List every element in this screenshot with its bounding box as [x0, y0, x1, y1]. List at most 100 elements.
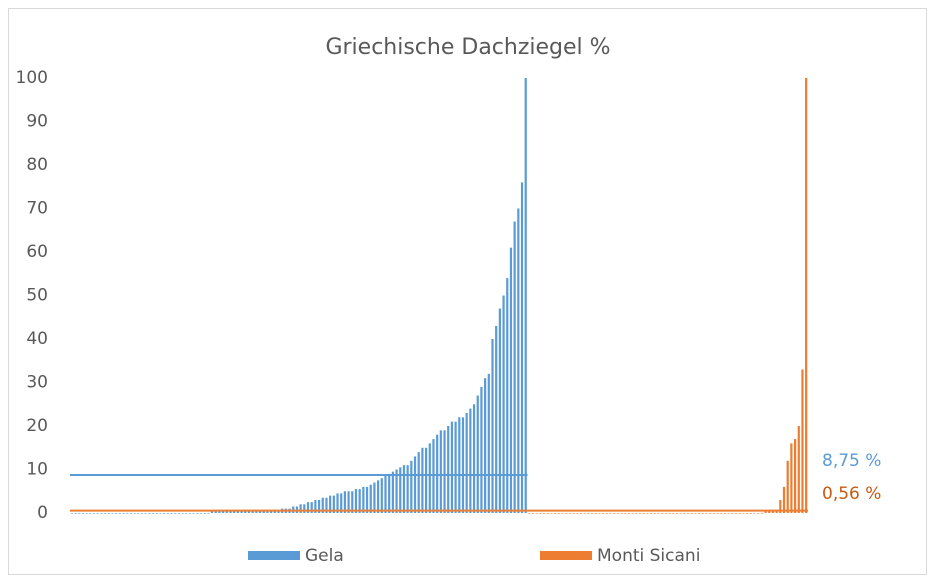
bar: [591, 513, 594, 514]
bar: [85, 513, 88, 514]
bar: [365, 486, 369, 513]
bar: [520, 182, 524, 513]
bar: [627, 513, 631, 514]
bar: [310, 502, 313, 513]
bar: [786, 460, 789, 513]
bar: [554, 513, 557, 514]
bar: [174, 513, 177, 514]
bar: [480, 386, 483, 513]
bar: [89, 513, 92, 514]
bar: [727, 513, 730, 514]
bar: [362, 486, 365, 513]
bar: [694, 513, 697, 514]
bar: [413, 456, 417, 513]
bar: [668, 513, 671, 514]
bar: [277, 511, 280, 513]
bar: [572, 513, 575, 514]
bar: [402, 465, 406, 513]
y-tick-label: 10: [26, 460, 48, 480]
bar: [672, 513, 675, 514]
bar: [472, 404, 476, 513]
bar: [657, 513, 660, 514]
bar: [469, 408, 472, 513]
bar: [406, 465, 409, 513]
bar: [749, 513, 752, 514]
bar: [155, 513, 158, 514]
bar: [650, 513, 653, 514]
bar: [399, 467, 402, 513]
bar: [266, 511, 269, 513]
bar: [690, 513, 693, 514]
bar: [764, 510, 767, 513]
bar: [546, 513, 549, 514]
bar: [214, 511, 217, 513]
bar: [140, 513, 144, 514]
bar: [631, 513, 634, 514]
bar: [624, 513, 627, 514]
bar: [458, 417, 461, 513]
bar: [336, 493, 339, 513]
bar: [742, 513, 745, 514]
bar: [616, 513, 620, 514]
bar: [705, 513, 708, 514]
bar: [620, 513, 623, 514]
bar: [273, 511, 276, 513]
bar: [609, 513, 612, 514]
bar: [646, 513, 649, 514]
bar: [107, 513, 110, 514]
bar: [565, 513, 568, 514]
bar: [602, 513, 605, 514]
bar: [210, 511, 214, 513]
bar: [528, 513, 531, 514]
bar: [70, 513, 73, 514]
bar: [148, 513, 151, 514]
bar: [258, 511, 262, 513]
bar: [579, 513, 583, 514]
bar: [524, 78, 527, 513]
y-tick-label: 50: [26, 286, 48, 306]
bar: [269, 511, 273, 513]
mean-label: 0,56 %: [822, 484, 881, 504]
bar: [543, 513, 546, 514]
bar: [96, 513, 99, 514]
bar: [428, 443, 431, 513]
legend-label: Monti Sicani: [597, 546, 700, 566]
bar: [491, 339, 494, 513]
bar: [686, 513, 690, 514]
bar: [185, 513, 188, 514]
bar: [332, 495, 335, 513]
bar: [229, 511, 232, 513]
y-tick-label: 20: [26, 416, 48, 436]
bar: [779, 499, 782, 513]
bar: [443, 430, 446, 513]
y-tick-label: 40: [26, 329, 48, 349]
bar: [771, 510, 775, 513]
bar: [605, 513, 609, 514]
bar: [502, 295, 505, 513]
bar: [329, 495, 332, 513]
bar: [498, 308, 501, 513]
bar: [321, 497, 324, 513]
bar: [325, 497, 328, 513]
bar: [395, 469, 398, 513]
bar: [465, 412, 468, 513]
bar: [535, 513, 538, 514]
bar: [218, 511, 221, 513]
bar: [118, 513, 121, 514]
bar: [753, 513, 756, 514]
bar: [513, 221, 516, 514]
bar: [587, 513, 590, 514]
bar: [701, 513, 704, 514]
bar: [454, 421, 457, 513]
bar: [236, 511, 240, 513]
bar: [92, 513, 96, 514]
bar: [517, 208, 520, 513]
y-tick-label: 30: [26, 373, 48, 393]
bar: [244, 511, 247, 513]
bar: [199, 513, 203, 514]
bar: [380, 478, 383, 513]
legend-swatch: [540, 551, 592, 560]
bar: [738, 513, 741, 514]
bar: [675, 513, 679, 514]
